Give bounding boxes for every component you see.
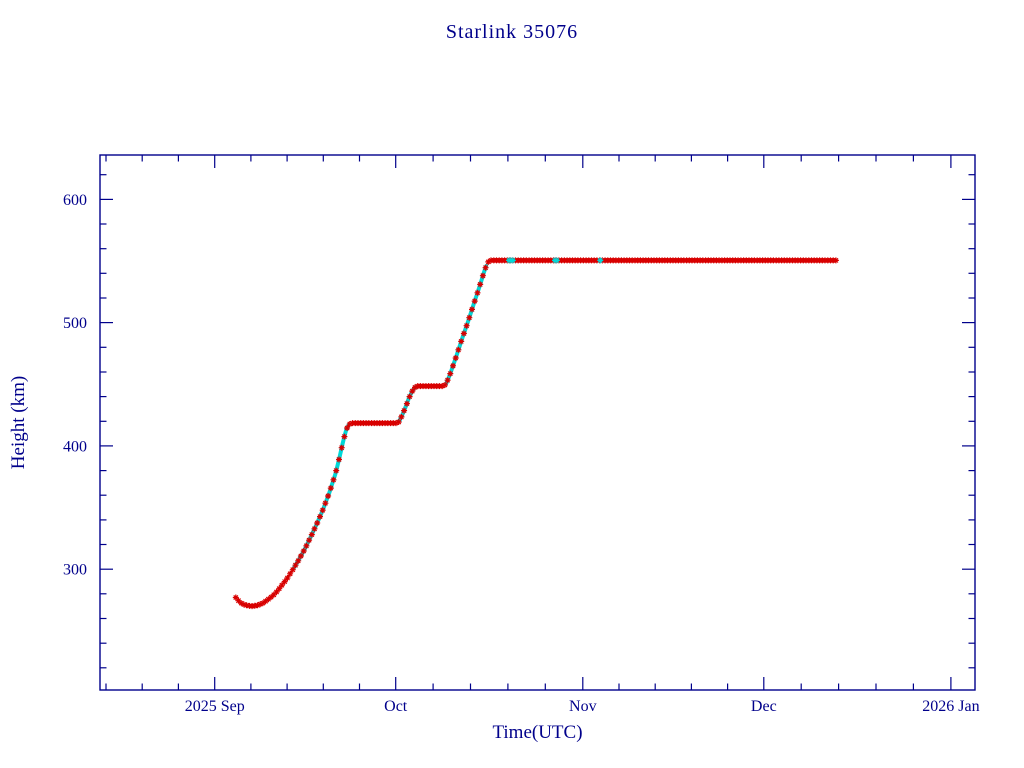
data-point-markers [232, 257, 839, 610]
x-tick-label: Nov [569, 698, 597, 715]
y-tick-label: 400 [63, 438, 87, 455]
plot-frame [99, 154, 976, 691]
maneuver-point-markers [506, 257, 604, 264]
chart-title: Starlink 35076 [446, 21, 578, 43]
x-tick-label: Oct [384, 698, 408, 715]
y-tick-label: 300 [63, 562, 87, 579]
data-series-line [235, 260, 836, 607]
x-tick-label: 2026 Jan [922, 698, 979, 715]
y-tick-label: 500 [63, 315, 87, 332]
x-tick-label: Dec [751, 698, 777, 715]
y-axis-label: Height (km) [8, 376, 29, 469]
x-axis-label: Time(UTC) [492, 722, 582, 743]
x-tick-label: 2025 Sep [185, 698, 245, 715]
y-tick-label: 600 [63, 192, 87, 209]
